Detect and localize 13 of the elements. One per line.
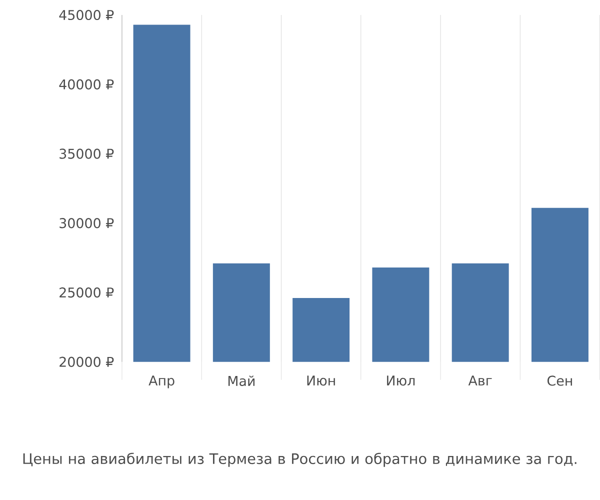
x-tick-label: Сен xyxy=(548,376,572,386)
y-tick-label: 20000 ₽ xyxy=(60,356,114,368)
x-tick-label: Июл xyxy=(387,376,415,386)
x-tick-label: Апр xyxy=(148,376,174,388)
y-tick-label: 30000 ₽ xyxy=(60,218,114,228)
y-tick-label: 35000 ₽ xyxy=(60,148,114,159)
text: Цены на авиабилеты из Термеза в Россию и обратно в динамике за год. xyxy=(23,452,576,468)
x-tick-label: Июн xyxy=(307,376,335,386)
x-tick-label: Май xyxy=(228,376,254,386)
y-tick-label: 40000 ₽ xyxy=(59,79,114,90)
x-tick-label: Авг xyxy=(468,376,492,386)
y-tick-label: 45000 ₽ xyxy=(59,10,114,20)
y-tick-label: 25000 ₽ xyxy=(60,287,114,298)
